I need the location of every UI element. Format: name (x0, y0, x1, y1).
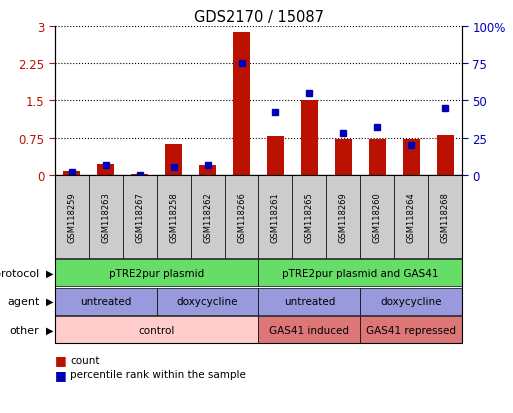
Text: ▶: ▶ (46, 268, 54, 278)
Bar (403, 140, 420, 176)
Text: GSM118258: GSM118258 (169, 192, 178, 242)
Text: GDS2170 / 15087: GDS2170 / 15087 (193, 10, 324, 25)
Text: GAS41 induced: GAS41 induced (269, 325, 349, 335)
Bar (267, 137, 284, 176)
Text: doxycycline: doxycycline (380, 297, 442, 306)
Bar (199, 166, 216, 176)
Text: percentile rank within the sample: percentile rank within the sample (70, 370, 246, 380)
Text: untreated: untreated (80, 297, 131, 306)
Text: GSM118264: GSM118264 (407, 192, 416, 242)
Text: other: other (10, 325, 40, 335)
Bar (97, 165, 114, 176)
Bar (131, 175, 148, 176)
Text: pTRE2pur plasmid: pTRE2pur plasmid (109, 268, 204, 278)
Text: ■: ■ (55, 368, 67, 381)
Text: control: control (139, 325, 175, 335)
Text: GSM118267: GSM118267 (135, 192, 144, 242)
Bar (64, 171, 81, 176)
Text: agent: agent (7, 297, 40, 306)
Text: untreated: untreated (284, 297, 335, 306)
Bar (233, 33, 250, 176)
Bar (369, 140, 386, 176)
Bar (165, 145, 182, 176)
Text: ■: ■ (55, 354, 67, 367)
Text: ▶: ▶ (46, 297, 54, 306)
Text: GAS41 repressed: GAS41 repressed (366, 325, 456, 335)
Text: pTRE2pur plasmid and GAS41: pTRE2pur plasmid and GAS41 (282, 268, 439, 278)
Bar (301, 101, 318, 176)
Text: GSM118262: GSM118262 (203, 192, 212, 242)
Text: GSM118259: GSM118259 (67, 192, 76, 242)
Text: doxycycline: doxycycline (177, 297, 239, 306)
Text: GSM118269: GSM118269 (339, 192, 348, 242)
Text: GSM118263: GSM118263 (102, 192, 110, 242)
Text: GSM118261: GSM118261 (271, 192, 280, 242)
Bar (335, 140, 352, 176)
Text: GSM118260: GSM118260 (373, 192, 382, 242)
Text: count: count (70, 355, 100, 365)
Text: ▶: ▶ (46, 325, 54, 335)
Text: protocol: protocol (0, 268, 40, 278)
Bar (437, 136, 453, 176)
Text: GSM118266: GSM118266 (237, 192, 246, 242)
Text: GSM118265: GSM118265 (305, 192, 314, 242)
Text: GSM118268: GSM118268 (441, 192, 449, 242)
